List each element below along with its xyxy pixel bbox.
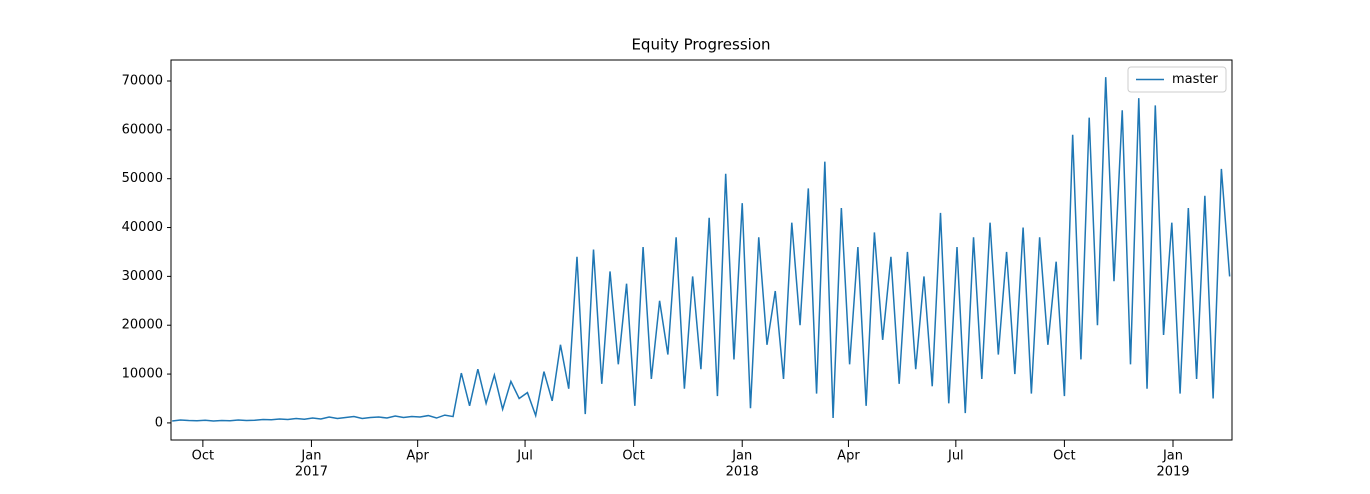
x-tick-label: Apr [406, 449, 429, 464]
x-tick-year: 2019 [1156, 465, 1189, 480]
plot-frame [170, 59, 1233, 441]
y-tick-label: 60000 [122, 122, 163, 137]
legend-box [1127, 66, 1227, 93]
x-tick-year: 2018 [726, 465, 759, 480]
x-tick-label: Oct [622, 449, 644, 464]
x-tick-label: Jul [516, 449, 533, 464]
x-tick-label: Oct [192, 449, 214, 464]
chart-title: Equity Progression [631, 36, 770, 54]
y-tick-label: 30000 [122, 269, 163, 284]
x-tick-label: Jan [300, 449, 321, 464]
y-tick-label: 10000 [122, 367, 163, 382]
x-tick-label: Jul [947, 449, 964, 464]
x-tick-label: Jan [1162, 449, 1183, 464]
y-tick-label: 0 [155, 415, 163, 430]
legend-label: master [1172, 72, 1218, 87]
series-line [172, 77, 1231, 422]
x-tick-year: 2017 [295, 465, 328, 480]
x-tick-label: Apr [837, 449, 860, 464]
x-tick-label: Jan [731, 449, 752, 464]
y-tick-label: 70000 [122, 74, 163, 89]
y-tick-label: 20000 [122, 318, 163, 333]
y-tick-label: 50000 [122, 171, 163, 186]
y-tick-label: 40000 [122, 220, 163, 235]
x-tick-label: Oct [1053, 449, 1075, 464]
